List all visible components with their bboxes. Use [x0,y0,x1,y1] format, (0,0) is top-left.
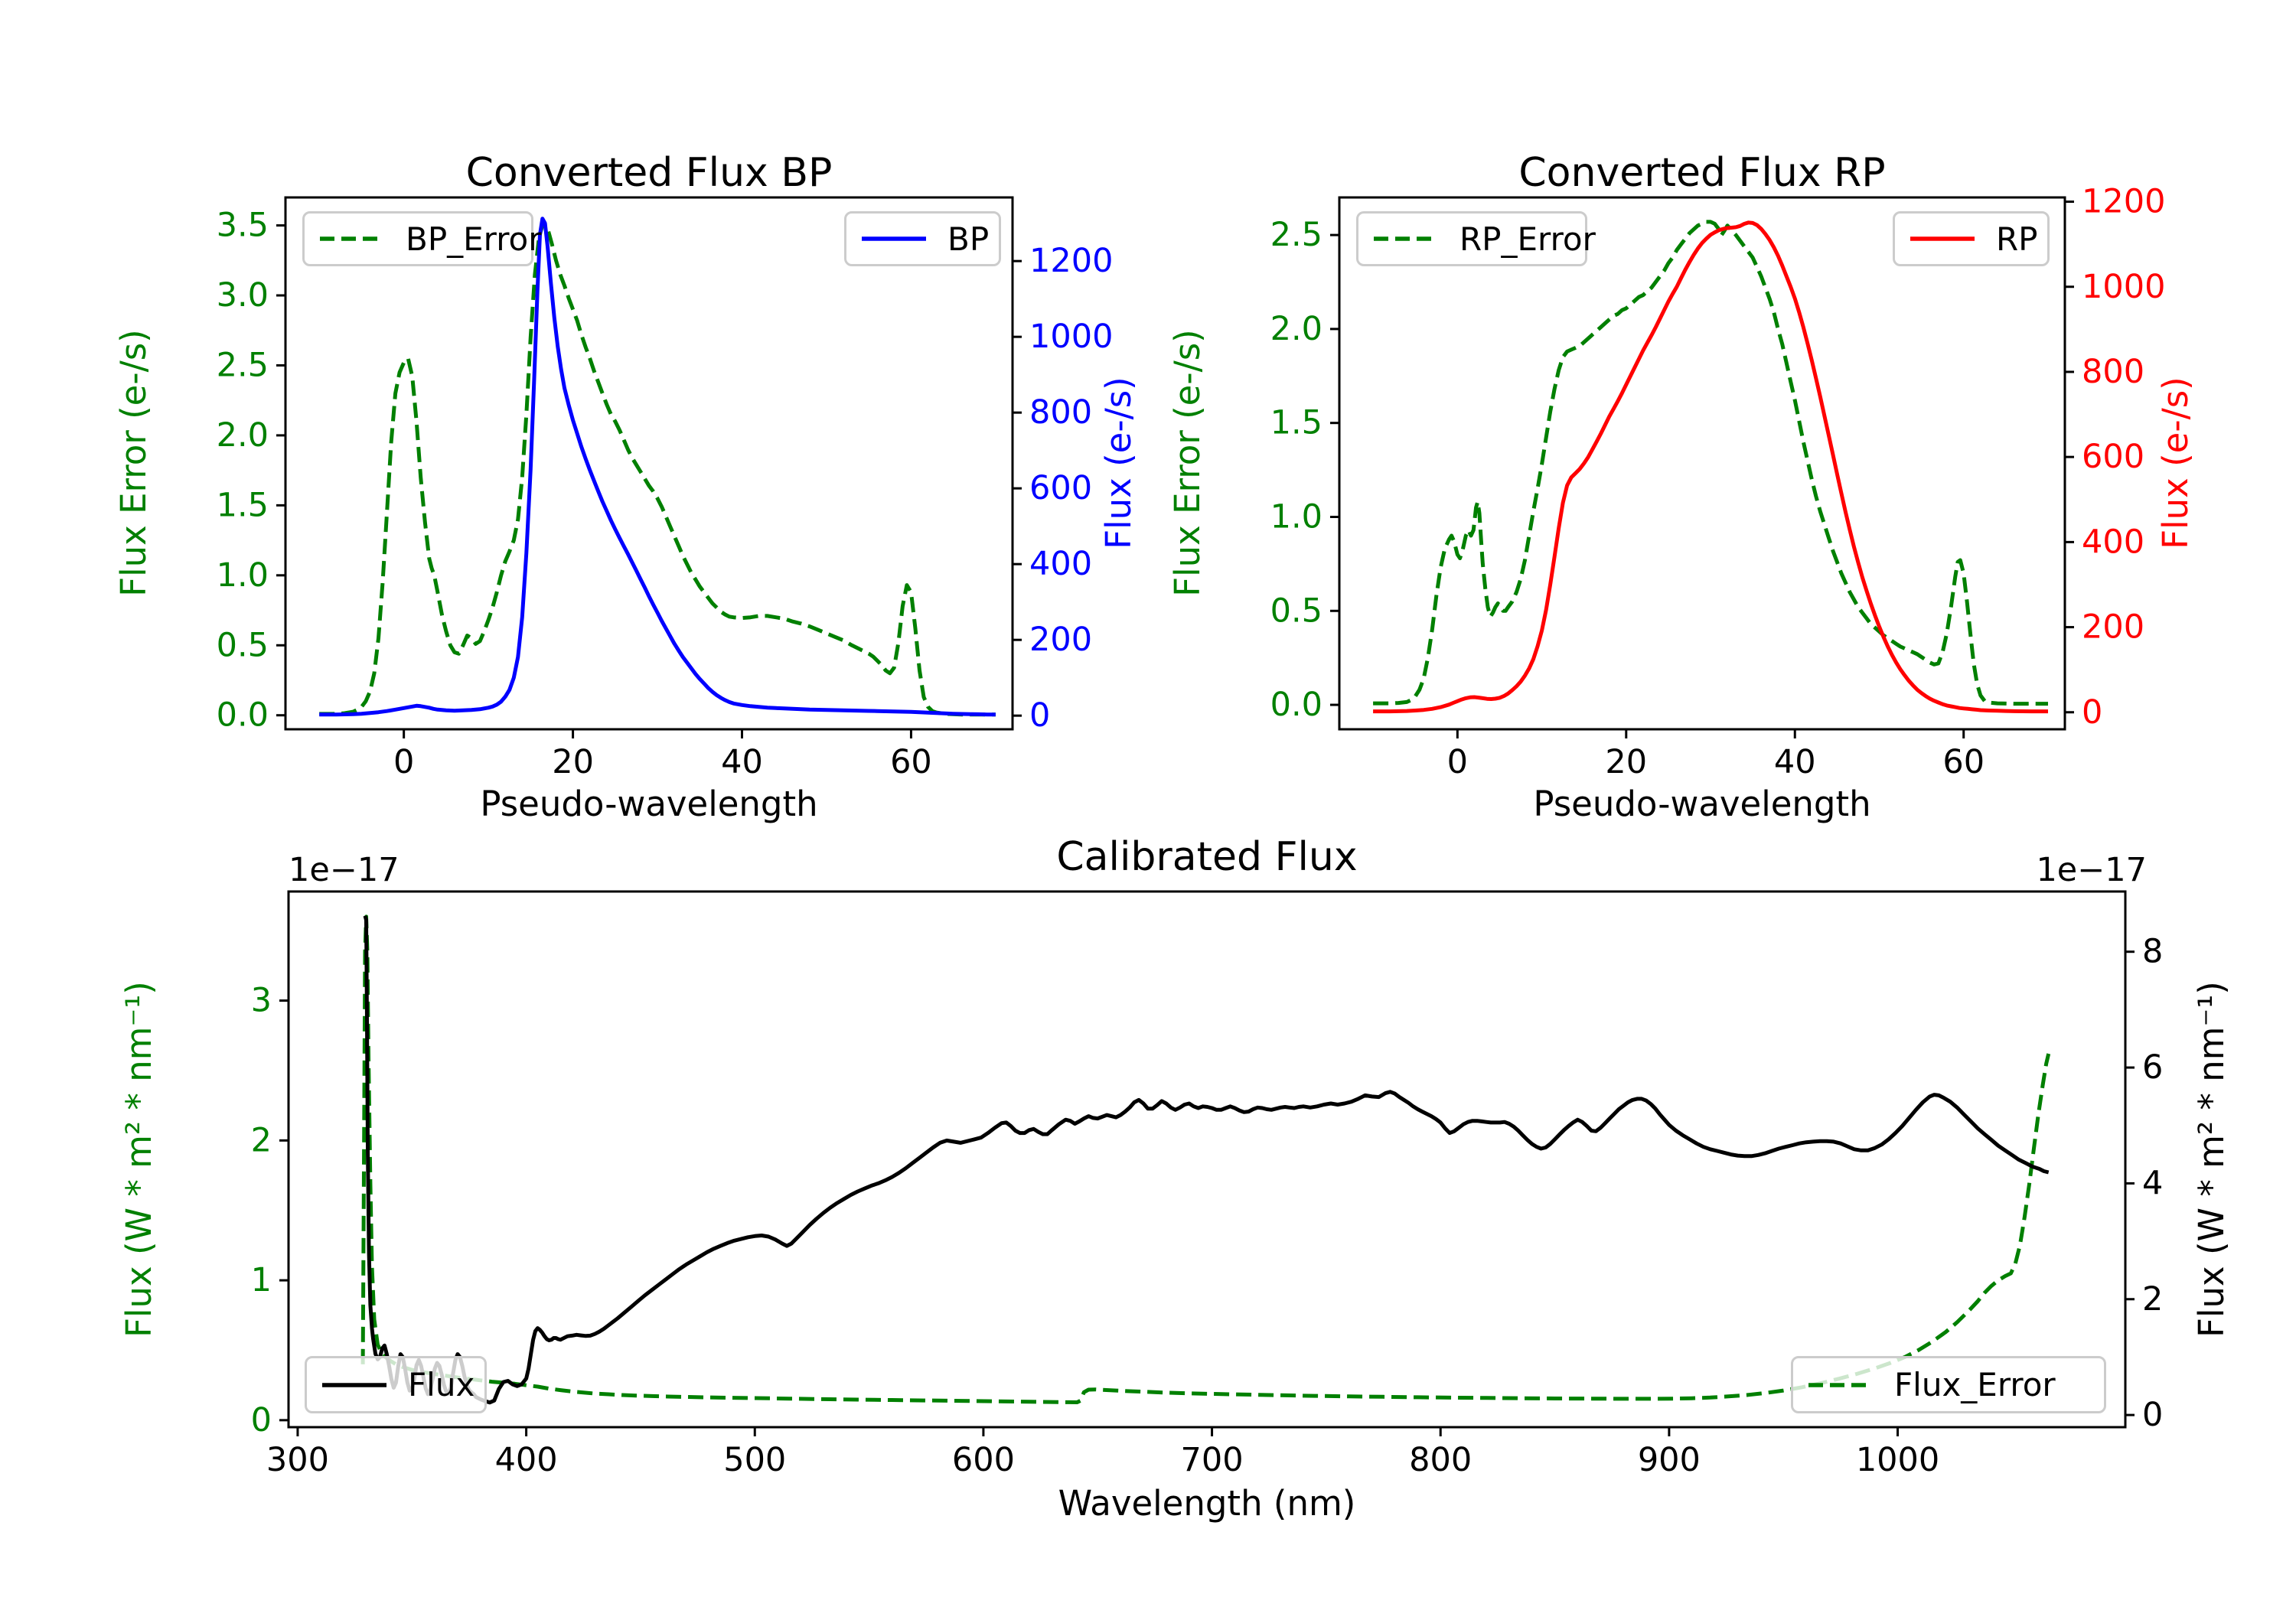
cal-ytick-label: 8 [2142,933,2163,971]
cal-ytick-label: 1 [251,1261,272,1299]
rp-xtick-label: 60 [1942,743,1985,781]
cal-xtick-label: 600 [952,1441,1015,1479]
legend-label: RP [1996,220,2038,258]
rp-xtick-label: 20 [1605,743,1647,781]
cal-offset-left: 1e−17 [289,851,400,889]
cal-ytick-label: 2 [251,1121,272,1159]
bp-ytick-label: 1.0 [217,556,269,595]
legend-label: BP [947,220,990,258]
rp-ytick-label: 1.0 [1270,497,1322,536]
bp-xlabel: Pseudo-wavelength [480,784,818,824]
rp-ytick-label: 1.5 [1270,404,1322,442]
cal-xtick-label: 900 [1638,1441,1701,1479]
rp-ytick-label: 400 [2082,523,2144,561]
rp-legend-RP: RP [1893,211,2050,266]
rp-series-group [1373,220,2048,714]
cal-ytick-label: 6 [2142,1048,2163,1087]
legend-sample-line [1808,1382,1873,1387]
bp-curve-BP [319,217,996,717]
cal-offset-right: 1e−17 [2036,851,2147,889]
cal-ytick-label: 0 [2142,1396,2163,1434]
bp-title: Converted Flux BP [465,150,833,196]
cal-xlabel: Wavelength (nm) [1058,1483,1356,1524]
rp-ytick-label: 1000 [2082,268,2165,306]
legend-sample-line [1910,236,1975,241]
bp-ytick-label: 600 [1029,469,1092,507]
rp-xtick-label: 0 [1447,743,1468,781]
rp-curve-RP [1373,220,2048,714]
bp-xtick-label: 40 [721,743,763,781]
bp-ytick-label: 2.0 [217,416,269,455]
bp-ytick-label: 1.5 [217,486,269,524]
bp-ytick-label: 2.5 [217,346,269,384]
bp-ytick-label: 3.0 [217,276,269,315]
rp-ytick-label: 0 [2082,693,2102,732]
bp-ytick-label: 0 [1029,696,1050,735]
cal-legend-Flux_Error: Flux_Error [1791,1356,2106,1413]
bp-ytick-label: 400 [1029,545,1092,583]
cal-legend-Flux: Flux [305,1356,487,1413]
cal-ylabel-left: Flux (W * m² * nm⁻¹) [119,981,159,1338]
cal-xtick-label: 500 [723,1441,786,1479]
rp-spines [1338,196,2066,731]
rp-ylabel-left: Flux Error (e-/s) [1167,329,1208,597]
bp-ytick-label: 1000 [1029,318,1113,356]
legend-label: RP_Error [1459,220,1596,258]
cal-xtick-label: 800 [1409,1441,1472,1479]
cal-series-group [360,914,2051,1405]
rp-xtick-label: 40 [1774,743,1816,781]
rp-ytick-label: 2.0 [1270,310,1322,348]
bp-ytick-label: 0.5 [217,626,269,664]
rp-ylabel-right: Flux (e-/s) [2155,376,2196,549]
legend-sample-line [322,1382,386,1387]
bp-curve-BP_Error [319,220,996,717]
bp-ytick-label: 800 [1029,393,1092,432]
rp-ytick-label: 200 [2082,608,2144,647]
legend-label: Flux [408,1366,475,1403]
bp-xtick-label: 60 [890,743,932,781]
rp-ytick-label: 0.5 [1270,592,1322,630]
bp-spines [284,196,1014,731]
bp-legend-BP_Error: BP_Error [302,211,542,266]
bp-series-group [319,217,996,717]
rp-ytick-label: 1200 [2082,183,2165,221]
cal-ytick-label: 4 [2142,1164,2163,1202]
bp-ylabel-left: Flux Error (e-/s) [113,329,154,597]
rp-xlabel: Pseudo-wavelength [1533,784,1871,824]
bp-ytick-label: 3.5 [217,207,269,245]
bp-ytick-label: 0.0 [217,696,269,735]
cal-curve-Flux_Error [360,914,2051,1404]
cal-xtick-label: 1000 [1856,1441,1939,1479]
legend-label: BP_Error [406,220,542,258]
rp-ytick-label: 600 [2082,438,2144,476]
cal-spines [287,890,2127,1429]
cal-ytick-label: 2 [2142,1280,2163,1319]
legend-sample-line [320,236,384,241]
cal-xtick-label: 700 [1181,1441,1244,1479]
bp-ylabel-right: Flux (e-/s) [1098,376,1139,549]
bp-xtick-label: 0 [393,743,414,781]
bp-ytick-label: 200 [1029,621,1092,659]
cal-ytick-label: 3 [251,982,272,1020]
cal-xtick-label: 300 [266,1441,329,1479]
cal-ytick-label: 0 [251,1401,272,1439]
cal-ylabel-right: Flux (W * m² * nm⁻¹) [2191,981,2232,1338]
rp-ytick-label: 2.5 [1270,216,1322,254]
rp-curve-RP_Error [1373,220,2048,706]
bp-legend-BP: BP [844,211,1001,266]
legend-label: Flux_Error [1894,1366,2056,1403]
rp-ytick-label: 0.0 [1270,686,1322,724]
rp-legend-RP_Error: RP_Error [1356,211,1596,266]
rp-ytick-label: 800 [2082,353,2144,391]
bp-ytick-label: 1200 [1029,242,1113,280]
cal-xtick-label: 400 [495,1441,558,1479]
legend-sample-line [862,236,926,241]
bp-xtick-label: 20 [552,743,594,781]
cal-curve-Flux [363,915,2050,1405]
legend-sample-line [1374,236,1438,241]
rp-title: Converted Flux RP [1518,150,1886,196]
cal-title: Calibrated Flux [1056,834,1358,880]
